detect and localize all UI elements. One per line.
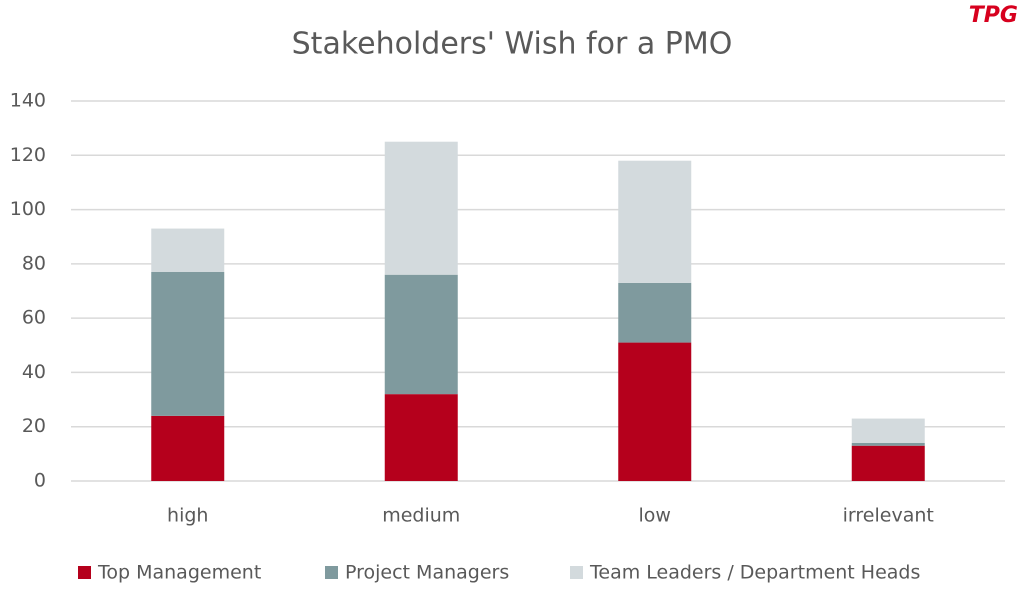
bar-segment	[618, 342, 692, 481]
legend-label: Project Managers	[345, 562, 509, 584]
bar-segment	[151, 272, 225, 416]
bar-segment	[851, 443, 925, 446]
legend-swatch	[78, 566, 91, 579]
legend-swatch	[325, 566, 338, 579]
y-tick-label: 20	[22, 415, 46, 437]
chart-title: Stakeholders' Wish for a PMO	[292, 27, 733, 62]
bar-segment	[151, 228, 225, 272]
bar-segment	[618, 282, 692, 343]
bar-segment	[384, 274, 458, 395]
legend-label: Team Leaders / Department Heads	[589, 562, 920, 584]
x-tick-label: high	[167, 505, 208, 527]
legend-label: Top Management	[97, 562, 261, 584]
y-tick-label: 140	[10, 90, 46, 112]
y-tick-label: 100	[10, 198, 46, 220]
legend-swatch	[570, 566, 583, 579]
logo: TPG	[969, 3, 1018, 28]
y-tick-label: 80	[22, 252, 46, 274]
bar-segment	[384, 394, 458, 481]
bar-segment	[851, 445, 925, 481]
x-tick-label: irrelevant	[843, 505, 934, 527]
y-tick-label: 120	[10, 144, 46, 166]
y-tick-label: 0	[34, 470, 46, 492]
bar-segment	[851, 418, 925, 443]
y-tick-label: 60	[22, 307, 46, 329]
x-tick-label: medium	[382, 505, 460, 527]
bar-segment	[151, 415, 225, 481]
x-tick-label: low	[639, 505, 671, 527]
bar-segment	[618, 160, 692, 283]
y-tick-label: 40	[22, 361, 46, 383]
bar-segment	[384, 141, 458, 275]
